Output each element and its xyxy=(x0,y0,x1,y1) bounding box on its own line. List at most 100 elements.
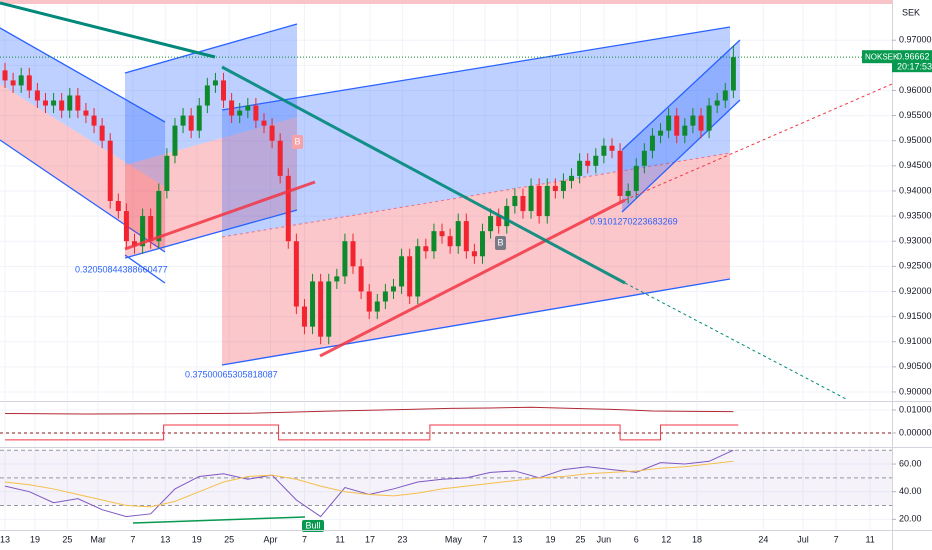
candle-body xyxy=(75,95,81,111)
candle-body xyxy=(698,115,704,131)
y-tick-label: 0.95500 xyxy=(899,110,932,120)
candle-body xyxy=(577,160,583,176)
trend-line xyxy=(221,65,626,285)
candle-body xyxy=(641,150,647,166)
channel-line xyxy=(124,254,166,284)
candle-body xyxy=(528,185,534,212)
candle-body xyxy=(245,105,251,111)
series-line xyxy=(5,406,734,415)
candle-body xyxy=(196,105,202,131)
candle-body xyxy=(674,115,680,136)
candle-body xyxy=(91,115,97,126)
y-tick-label: 0.95000 xyxy=(899,135,932,145)
x-tick-label: 7 xyxy=(482,534,487,544)
candle-body xyxy=(253,105,259,121)
channel-line xyxy=(221,278,731,366)
candle-body xyxy=(34,90,40,101)
candle-body xyxy=(390,286,396,292)
candle-body xyxy=(237,110,243,116)
candle-body xyxy=(496,216,502,227)
candle-body xyxy=(609,145,615,151)
candle-body xyxy=(431,231,437,252)
x-tick-label: 19 xyxy=(192,534,202,544)
candle-body xyxy=(164,155,170,191)
price-label: 0.96662 xyxy=(897,52,930,62)
x-tick-label: 7 xyxy=(834,534,839,544)
trend-line xyxy=(0,1,216,59)
candle-body xyxy=(617,150,623,196)
x-tick-label: 13 xyxy=(0,534,10,544)
candle-body xyxy=(59,100,65,111)
candle-body xyxy=(374,301,380,312)
x-tick-label: 7 xyxy=(302,534,307,544)
candle-body xyxy=(504,206,510,227)
y-tick-label: 0.92000 xyxy=(899,286,932,296)
candle-body xyxy=(633,165,639,191)
x-tick-label: 18 xyxy=(692,534,702,544)
candles xyxy=(2,45,739,518)
x-tick-label: 24 xyxy=(758,534,768,544)
candle-body xyxy=(148,216,154,242)
y-tick-label: 0.93000 xyxy=(899,236,932,246)
x-tick-label: 23 xyxy=(397,534,407,544)
candle-body xyxy=(318,281,324,337)
annotation: 0.32050844388660477 xyxy=(75,264,168,274)
candle-body xyxy=(204,85,210,106)
candle-body xyxy=(10,80,16,86)
candle-body xyxy=(722,90,728,101)
candle-body xyxy=(714,100,720,106)
channel-line xyxy=(0,27,166,123)
channel-fill xyxy=(622,40,740,212)
x-tick-label: 25 xyxy=(62,534,72,544)
x-tick-label: 12 xyxy=(661,534,671,544)
candle-body xyxy=(447,236,453,247)
channel-fill xyxy=(0,28,165,187)
channel-mid xyxy=(221,152,731,238)
y-tick-label: 0.94000 xyxy=(899,185,932,195)
candle-body xyxy=(544,185,550,217)
channel-line xyxy=(621,39,741,151)
candle-body xyxy=(83,110,89,116)
candle-body xyxy=(326,281,332,337)
candle-body xyxy=(310,281,316,327)
candle-body xyxy=(439,231,445,237)
x-tick-label: 6 xyxy=(634,534,639,544)
channel-fill xyxy=(222,27,730,237)
candle-body xyxy=(625,190,631,196)
x-tick-label: Apr xyxy=(263,534,277,544)
x-tick-label: 25 xyxy=(224,534,234,544)
currency: SEK xyxy=(902,7,920,17)
candle-body xyxy=(682,125,688,136)
candle-body xyxy=(407,256,413,297)
signal-marker xyxy=(495,236,506,250)
candle-body xyxy=(455,221,461,247)
x-tick-label: 7 xyxy=(130,534,135,544)
y-tick-label: 0.01000 xyxy=(899,404,932,414)
y-tick-label: 40.00 xyxy=(899,486,922,496)
candle-body xyxy=(520,195,526,212)
candle-body xyxy=(382,291,388,302)
candle-body xyxy=(18,75,24,86)
channel-line xyxy=(221,26,731,111)
y-tick-label: 0.96000 xyxy=(899,85,932,95)
candle-body xyxy=(593,155,599,166)
signal-label: B xyxy=(294,136,300,146)
candle-body xyxy=(140,216,146,247)
candle-body xyxy=(156,190,162,242)
x-tick-label: 19 xyxy=(30,534,40,544)
signal-label: Bull xyxy=(305,520,320,530)
y-tick-label: 0.94500 xyxy=(899,160,932,170)
symbol-box xyxy=(862,50,892,64)
top-band xyxy=(0,0,892,4)
signal-marker xyxy=(292,135,303,149)
candle-body xyxy=(552,185,558,191)
candle-body xyxy=(649,135,655,151)
candle-body xyxy=(334,276,340,282)
x-tick-label: Jul xyxy=(797,534,809,544)
x-tick-label: 17 xyxy=(365,534,375,544)
candle-body xyxy=(26,75,32,91)
y-tick-label: 0.91500 xyxy=(899,311,932,321)
candle-body xyxy=(293,241,299,307)
countdown: 20:17:53 xyxy=(897,62,932,72)
